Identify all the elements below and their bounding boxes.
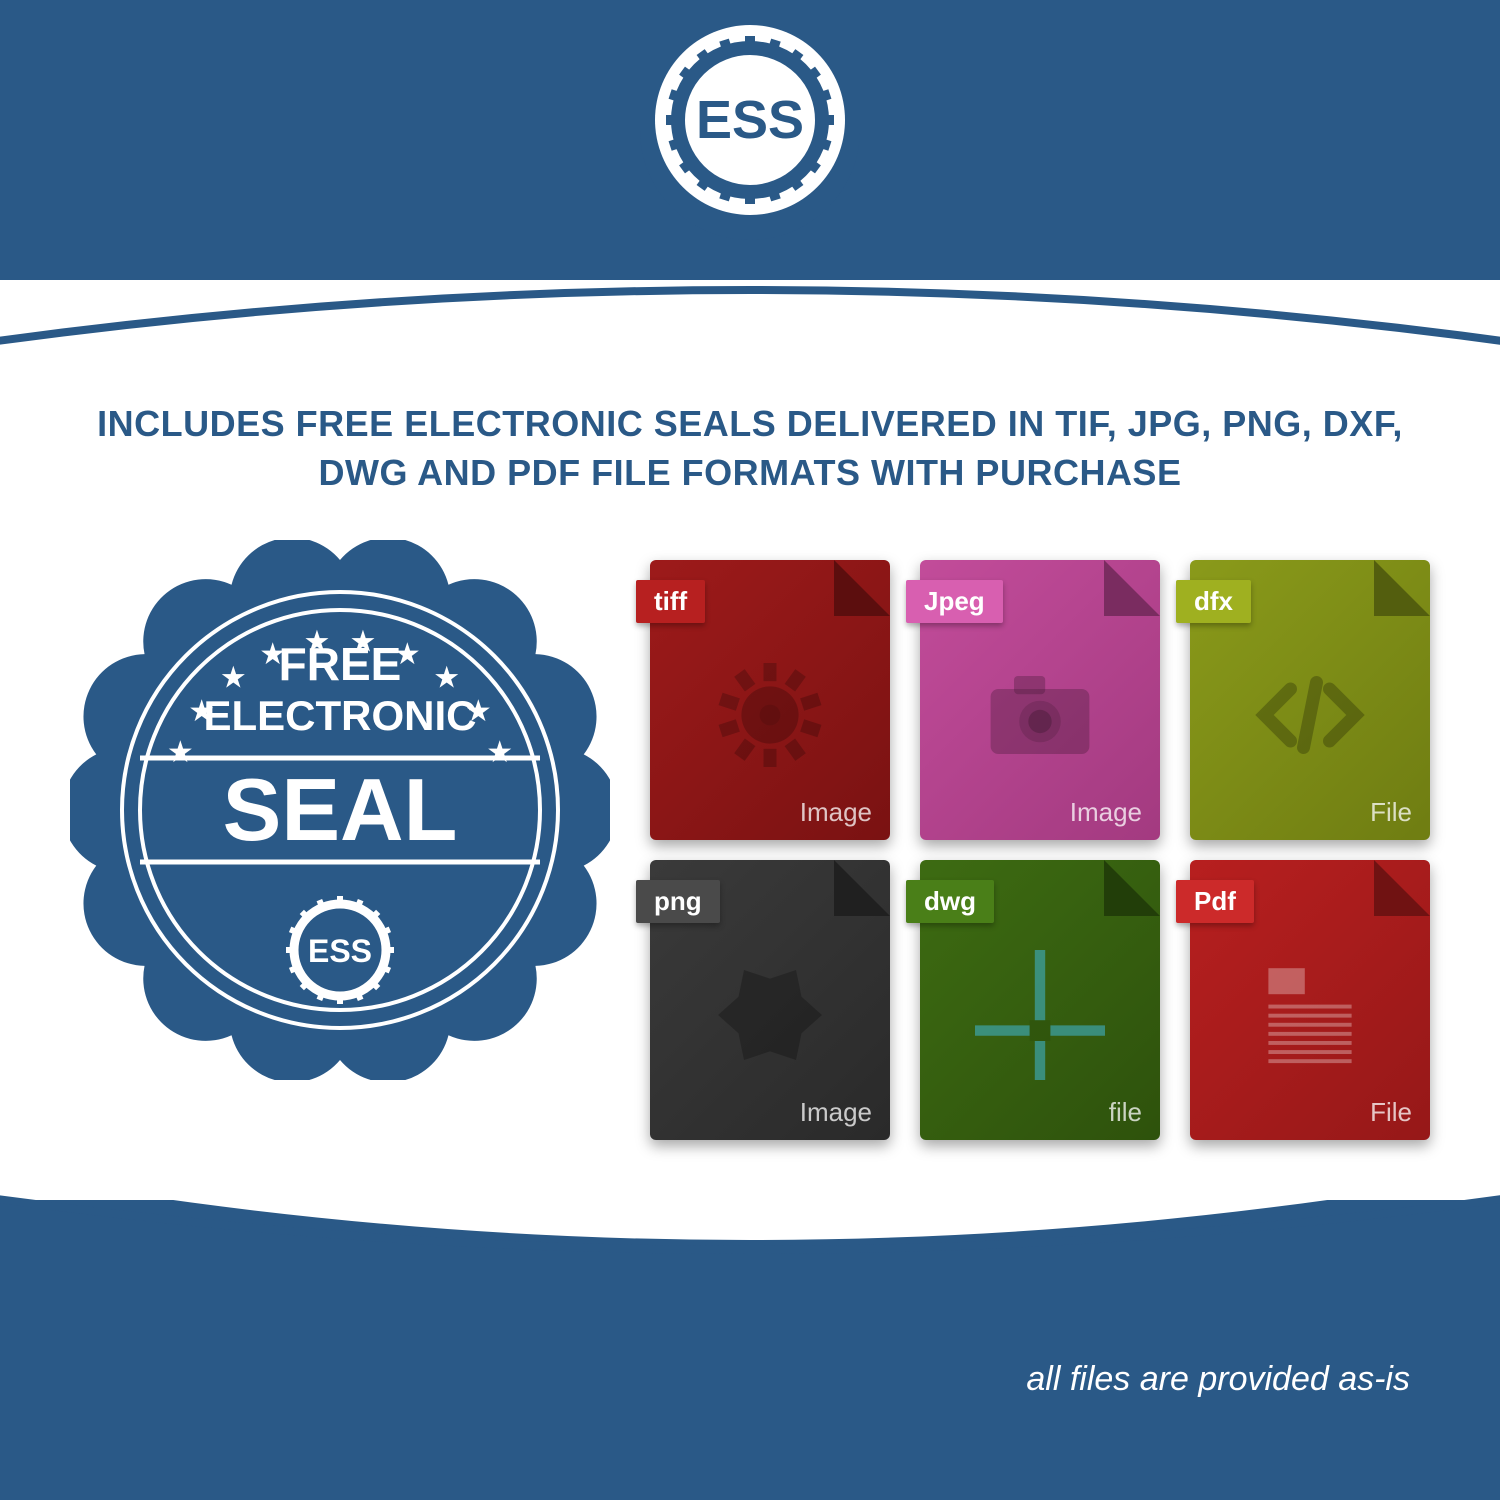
- file-card-dfx: dfx File: [1190, 560, 1430, 840]
- file-format-tab: png: [636, 880, 720, 923]
- file-format-tab: Pdf: [1176, 880, 1254, 923]
- file-fold-corner: [1104, 860, 1160, 916]
- svg-text:★: ★: [433, 662, 460, 695]
- cross-icon: [975, 950, 1105, 1080]
- file-kind-label: File: [1370, 1097, 1412, 1128]
- doc-icon: [1245, 950, 1375, 1080]
- file-format-tab: tiff: [636, 580, 705, 623]
- file-format-grid: tiff Image Jpeg Image dfx File png Image…: [650, 560, 1430, 1140]
- svg-text:ELECTRONIC: ELECTRONIC: [204, 692, 477, 739]
- svg-text:★: ★: [304, 626, 331, 659]
- headline-text: INCLUDES FREE ELECTRONIC SEALS DELIVERED…: [80, 400, 1420, 497]
- svg-text:★: ★: [350, 626, 377, 659]
- code-icon: [1245, 650, 1375, 780]
- file-fold-corner: [1104, 560, 1160, 616]
- file-fold-corner: [834, 860, 890, 916]
- svg-text:★: ★: [220, 662, 247, 695]
- svg-text:ESS: ESS: [696, 90, 804, 150]
- burst-icon: [705, 950, 835, 1080]
- file-fold-corner: [1374, 560, 1430, 616]
- svg-text:ESS: ESS: [308, 933, 372, 969]
- svg-text:SEAL: SEAL: [223, 760, 458, 859]
- file-fold-corner: [834, 560, 890, 616]
- ess-logo: ESS: [620, 0, 880, 260]
- file-format-tab: dfx: [1176, 580, 1251, 623]
- file-card-tiff: tiff Image: [650, 560, 890, 840]
- file-card-dwg: dwg file: [920, 860, 1160, 1140]
- file-kind-label: Image: [800, 1097, 872, 1128]
- file-kind-label: Image: [800, 797, 872, 828]
- svg-text:★: ★: [486, 736, 513, 769]
- file-kind-label: file: [1109, 1097, 1142, 1128]
- svg-text:★: ★: [394, 638, 421, 671]
- svg-text:FREE: FREE: [279, 638, 402, 690]
- file-card-png: png Image: [650, 860, 890, 1140]
- camera-icon: [975, 650, 1105, 780]
- file-fold-corner: [1374, 860, 1430, 916]
- file-kind-label: File: [1370, 797, 1412, 828]
- file-format-tab: dwg: [906, 880, 994, 923]
- file-card-pdf: Pdf File: [1190, 860, 1430, 1140]
- disclaimer-text: all files are provided as-is: [1026, 1360, 1410, 1399]
- free-electronic-seal-badge: FREE ELECTRONIC SEAL ★★★★★★★★★★ ESS: [70, 540, 610, 1080]
- svg-text:★: ★: [259, 638, 286, 671]
- svg-text:★: ★: [465, 695, 492, 728]
- file-card-jpeg: Jpeg Image: [920, 560, 1160, 840]
- file-format-tab: Jpeg: [906, 580, 1003, 623]
- svg-text:★: ★: [188, 695, 215, 728]
- file-kind-label: Image: [1070, 797, 1142, 828]
- svg-text:★: ★: [167, 736, 194, 769]
- gear-icon: [705, 650, 835, 780]
